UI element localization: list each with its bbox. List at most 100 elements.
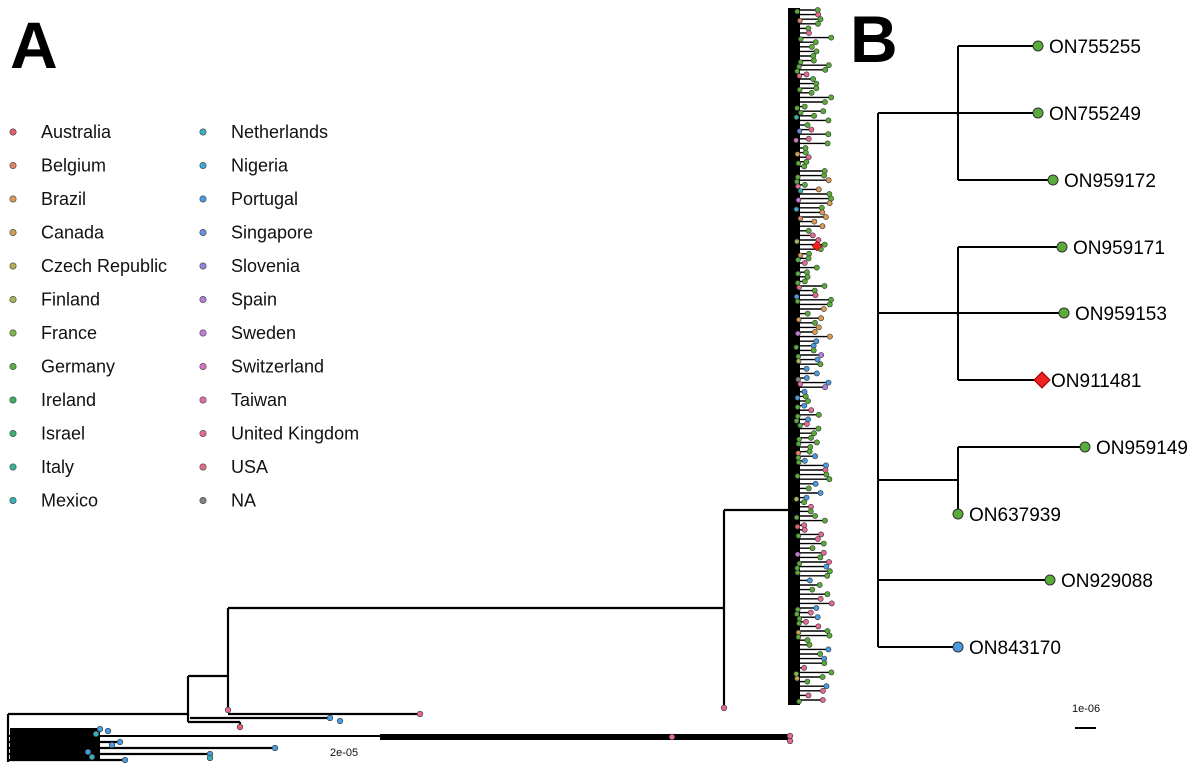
tip-dot bbox=[805, 692, 812, 699]
tip-dot bbox=[794, 105, 800, 111]
tip-dot bbox=[808, 407, 815, 414]
legend-swatch bbox=[199, 496, 207, 504]
tip-dot bbox=[271, 744, 279, 752]
tip-dot bbox=[823, 214, 829, 220]
tip-dot bbox=[804, 310, 811, 317]
tip-dot bbox=[336, 717, 344, 725]
tip-dot bbox=[795, 455, 801, 461]
tip-dot bbox=[804, 678, 811, 685]
tip-dot bbox=[806, 30, 812, 36]
legend-swatch bbox=[9, 429, 17, 437]
tip-dot bbox=[809, 545, 816, 552]
legend-label: Mexico bbox=[41, 491, 98, 511]
tip-dot bbox=[803, 375, 810, 381]
tip-dot bbox=[820, 540, 827, 547]
tip-dot bbox=[815, 186, 822, 193]
legend-label: Slovenia bbox=[231, 256, 301, 276]
tip-dot bbox=[812, 319, 818, 326]
tip-dot bbox=[801, 181, 808, 188]
tip-marker-diamond bbox=[1033, 371, 1051, 389]
legend-label: NA bbox=[231, 491, 256, 511]
tip-dot bbox=[92, 730, 100, 738]
tip-dot bbox=[416, 710, 424, 718]
legend-label: USA bbox=[231, 457, 268, 477]
panel-a-letter: A bbox=[10, 8, 58, 82]
tip-dot bbox=[825, 62, 832, 69]
legend-swatch bbox=[199, 362, 207, 370]
tip-dot bbox=[806, 577, 813, 584]
legend-swatch bbox=[199, 396, 207, 404]
tip-on959149: ON959149 bbox=[1079, 438, 1188, 459]
tip-dot bbox=[815, 20, 821, 27]
tip-on843170: ON843170 bbox=[952, 638, 1061, 659]
legend-entry: Mexico bbox=[9, 491, 98, 511]
tip-dot bbox=[815, 324, 822, 331]
tip-dot bbox=[825, 177, 832, 184]
tip-label: ON959153 bbox=[1075, 304, 1167, 325]
tip-marker bbox=[1032, 40, 1044, 52]
tip-dot bbox=[826, 476, 833, 483]
tip-label: ON959149 bbox=[1096, 438, 1188, 459]
tip-dot bbox=[794, 473, 801, 479]
legend-entry: Slovenia bbox=[199, 256, 301, 276]
legend-entry: Belgium bbox=[9, 156, 106, 176]
tip-dot bbox=[810, 347, 817, 354]
tip-dot bbox=[793, 294, 800, 300]
panel-b-tree: ON755255 ON755249 ON959172 ON959171 ON959153… bbox=[877, 37, 1188, 729]
tip-dot bbox=[823, 683, 830, 690]
tip-dot bbox=[808, 434, 814, 441]
tip-dot bbox=[795, 606, 801, 613]
tip-dot bbox=[818, 531, 825, 538]
tip-dot bbox=[793, 344, 799, 350]
tip-dot bbox=[795, 353, 802, 360]
tip-dot bbox=[803, 494, 810, 501]
tip-dot bbox=[828, 669, 835, 676]
tip-dot bbox=[795, 358, 802, 364]
legend-swatch bbox=[199, 329, 207, 337]
tip-dot bbox=[805, 154, 812, 161]
legend-swatch bbox=[9, 496, 17, 504]
tip-on959172: ON959172 bbox=[1047, 171, 1156, 192]
tip-dot bbox=[796, 63, 802, 70]
tip-dot bbox=[821, 660, 828, 667]
tip-dot bbox=[801, 278, 808, 285]
tip-dot bbox=[801, 163, 808, 170]
tip-on755249: ON755249 bbox=[1032, 104, 1141, 125]
tip-dot bbox=[794, 611, 800, 617]
tip-dot bbox=[825, 646, 832, 653]
tip-dot bbox=[795, 160, 802, 167]
legend-label: Nigeria bbox=[231, 156, 289, 176]
tip-dot bbox=[794, 395, 801, 401]
tip-dot bbox=[815, 425, 822, 432]
tip-dot bbox=[820, 306, 827, 312]
tip-dot bbox=[817, 16, 824, 23]
tip-dot bbox=[820, 687, 826, 694]
legend-label: Ireland bbox=[41, 390, 96, 410]
legend-label: France bbox=[41, 323, 97, 343]
tip-dot bbox=[803, 71, 810, 78]
tip-dot bbox=[795, 533, 802, 539]
legend-entry: France bbox=[9, 323, 97, 343]
legend-swatch bbox=[9, 362, 17, 370]
tip-dot bbox=[794, 569, 801, 576]
tip-dot bbox=[808, 89, 815, 96]
legend-swatch bbox=[199, 463, 207, 471]
tip-dot bbox=[805, 135, 812, 142]
tip-dot bbox=[815, 11, 822, 18]
tip-dot bbox=[801, 103, 808, 110]
country-legend: Australia Belgium Brazil Canada Czech Republ… bbox=[9, 122, 359, 511]
tip-dot bbox=[108, 741, 116, 749]
tip-dot bbox=[810, 76, 816, 82]
legend-swatch bbox=[9, 329, 17, 337]
tip-label: ON755255 bbox=[1049, 37, 1141, 58]
legend-entry: Israel bbox=[9, 424, 85, 444]
tip-dot bbox=[104, 727, 112, 735]
tip-dot bbox=[795, 183, 801, 190]
tip-dot bbox=[818, 352, 825, 358]
legend-label: Finland bbox=[41, 290, 100, 310]
tip-dot bbox=[815, 623, 822, 630]
legend-entry: Netherlands bbox=[199, 122, 328, 142]
tip-dot bbox=[224, 706, 232, 714]
tip-dot bbox=[815, 411, 822, 418]
